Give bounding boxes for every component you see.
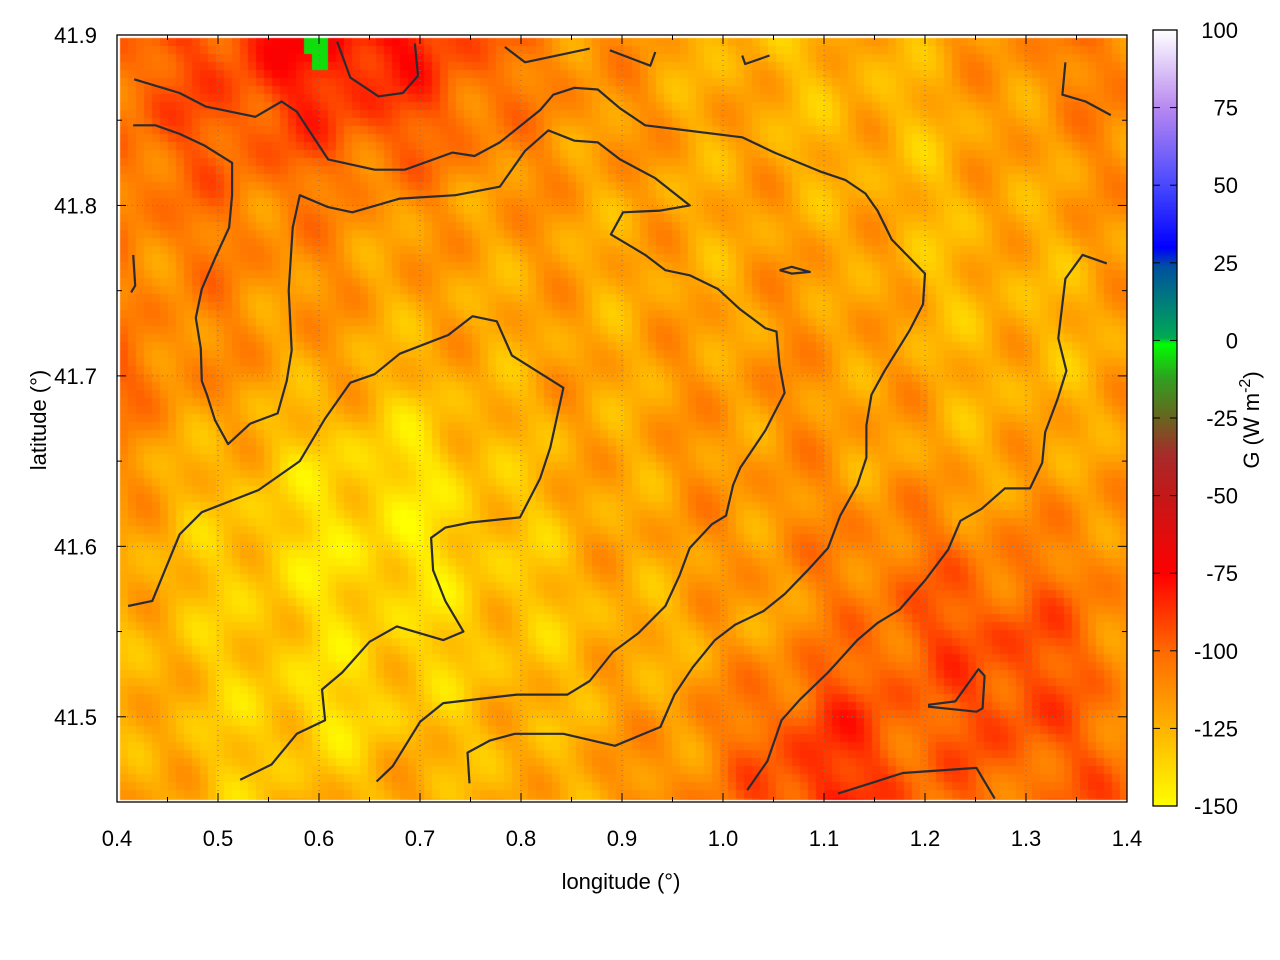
contour-line xyxy=(133,124,786,783)
x-axis-label: longitude (°) xyxy=(562,869,681,894)
x-tick-label: 1.0 xyxy=(708,826,739,851)
colorbar-tick-label: 50 xyxy=(1214,173,1238,198)
contour-line xyxy=(746,253,1108,791)
grid-lines xyxy=(117,35,1127,802)
colorbar-tick-labels: 100 75 50 25 0 -25 -50 -75 -100 -125 -150 xyxy=(1194,18,1238,819)
y-tick-label: 41.9 xyxy=(54,23,97,48)
y-tick-label: 41.5 xyxy=(54,705,97,730)
y-tick-label: 41.7 xyxy=(54,364,97,389)
contour-line xyxy=(1061,62,1112,117)
colorbar-tick-label: -50 xyxy=(1206,484,1238,509)
contour-line xyxy=(837,766,996,800)
axis-ticks xyxy=(116,29,1177,807)
colorbar-tick-label: -25 xyxy=(1206,406,1238,431)
colorbar-label-main: G (W m xyxy=(1239,393,1264,469)
x-tick-label: 0.7 xyxy=(405,826,436,851)
y-tick-labels: 41.5 41.6 41.7 41.8 41.9 xyxy=(54,23,97,730)
y-tick-label: 41.8 xyxy=(54,193,97,218)
contour-line xyxy=(130,254,137,293)
colorbar-label-sup: -2 xyxy=(1237,379,1254,393)
colorbar-label: G (W m-2) xyxy=(1237,371,1264,468)
contour-line xyxy=(741,54,770,66)
contour-line xyxy=(927,667,986,713)
x-tick-labels: 0.4 0.5 0.6 0.7 0.8 0.9 1.0 1.1 1.2 1.3 1.4 xyxy=(102,826,1143,851)
colorbar-tick-label: 25 xyxy=(1214,251,1238,276)
contour-line xyxy=(609,49,657,67)
x-tick-label: 1.4 xyxy=(1112,826,1143,851)
colorbar-tick-label: -75 xyxy=(1206,561,1238,586)
contour-line xyxy=(336,41,420,98)
contour-line xyxy=(127,315,565,781)
contour-line xyxy=(779,265,812,275)
x-tick-label: 1.2 xyxy=(910,826,941,851)
x-tick-label: 0.6 xyxy=(304,826,335,851)
contour-line xyxy=(133,78,927,784)
y-axis-label: latitude (°) xyxy=(26,370,51,471)
x-tick-label: 0.9 xyxy=(607,826,638,851)
contour-lines xyxy=(127,41,1112,800)
colorbar-tick-label: -100 xyxy=(1194,639,1238,664)
colorbar-tick-label: 100 xyxy=(1201,18,1238,43)
colorbar-tick-label: 75 xyxy=(1214,96,1238,121)
y-tick-label: 41.6 xyxy=(54,534,97,559)
colorbar-label-close: ) xyxy=(1239,371,1264,378)
colorbar-tick-label: -150 xyxy=(1194,794,1238,819)
x-tick-label: 0.5 xyxy=(203,826,234,851)
contour-line xyxy=(504,46,590,64)
colorbar-frame xyxy=(1152,29,1178,807)
x-tick-label: 1.3 xyxy=(1011,826,1042,851)
x-tick-label: 0.8 xyxy=(506,826,537,851)
x-tick-label: 1.1 xyxy=(809,826,840,851)
colorbar-tick-label: -125 xyxy=(1194,716,1238,741)
colorbar-tick-label: 0 xyxy=(1226,328,1238,353)
x-tick-label: 0.4 xyxy=(102,826,133,851)
